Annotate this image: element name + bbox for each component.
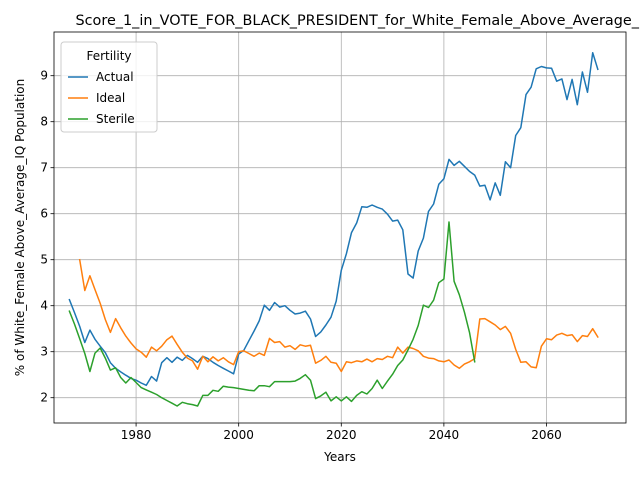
chart-title: Score_1_in_VOTE_FOR_BLACK_PRESIDENT_for_… <box>76 13 640 29</box>
legend-label-sterile: Sterile <box>96 112 135 126</box>
y-tick-label: 4 <box>40 299 48 313</box>
x-tick-label: 1980 <box>121 428 152 442</box>
y-tick-label: 7 <box>40 161 48 175</box>
x-tick-label: 2040 <box>429 428 460 442</box>
x-tick-label: 2060 <box>531 428 562 442</box>
series-line-ideal <box>80 260 598 372</box>
series-line-sterile <box>69 222 474 406</box>
legend-label-ideal: Ideal <box>96 91 125 105</box>
legend: Fertility Actual Ideal Sterile <box>61 42 157 132</box>
x-tick-label: 2020 <box>326 428 357 442</box>
y-tick-label: 9 <box>40 69 48 83</box>
y-tick-label: 3 <box>40 345 48 359</box>
x-axis-label: Years <box>323 450 356 464</box>
x-tick-label: 2000 <box>223 428 254 442</box>
legend-title: Fertility <box>86 49 131 63</box>
y-axis-label: % of White_Female Above_Average_IQ Popul… <box>13 79 27 376</box>
y-tick-label: 5 <box>40 253 48 267</box>
y-tick-label: 6 <box>40 207 48 221</box>
legend-label-actual: Actual <box>96 70 134 84</box>
y-tick-label: 8 <box>40 115 48 129</box>
y-tick-label: 2 <box>40 391 48 405</box>
